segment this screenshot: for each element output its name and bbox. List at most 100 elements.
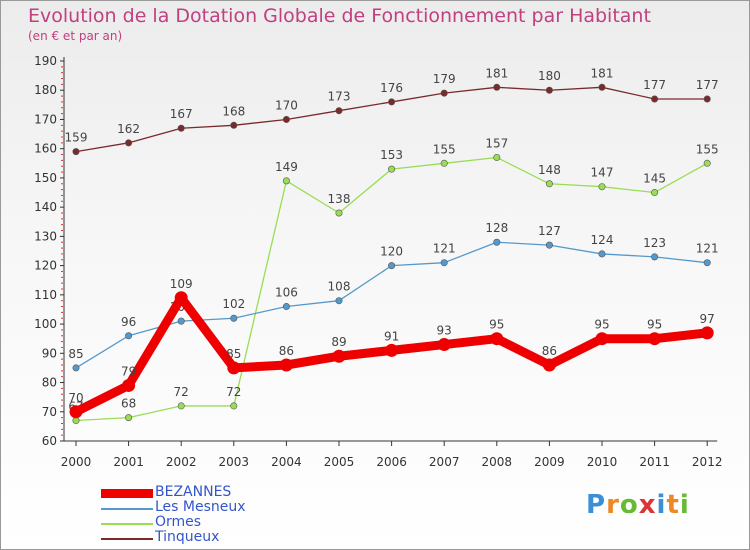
y-minor-tick	[61, 230, 63, 232]
data-point-ormes	[125, 414, 133, 422]
data-label-ormes: 68	[121, 397, 136, 411]
data-point-les-mesneux	[703, 259, 711, 267]
y-minor-tick	[61, 428, 63, 430]
data-point-les-mesneux	[545, 241, 553, 249]
data-label-tinqueux: 170	[275, 98, 298, 112]
data-point-tinqueux	[388, 98, 396, 106]
data-label-bezannes: 86	[279, 344, 294, 358]
y-minor-tick	[61, 341, 63, 343]
data-point-ormes	[177, 402, 185, 410]
x-tick-label: 2003	[219, 455, 250, 469]
data-point-bezannes	[700, 326, 714, 340]
data-point-ormes	[388, 165, 396, 173]
data-point-les-mesneux	[230, 314, 238, 322]
x-tick-label: 2008	[482, 455, 513, 469]
data-label-les-mesneux: 123	[643, 236, 666, 250]
y-minor-tick	[61, 358, 63, 360]
y-minor-tick	[61, 107, 63, 109]
chart-subtitle: (en € et par an)	[28, 29, 123, 43]
y-tick-label: 170	[34, 112, 57, 126]
data-label-ormes: 147	[591, 166, 614, 180]
y-minor-tick	[61, 200, 63, 202]
legend-label: Tinqueux	[155, 529, 220, 545]
data-label-les-mesneux: 121	[696, 242, 719, 256]
data-point-tinqueux	[493, 83, 501, 91]
data-label-les-mesneux: 85	[68, 347, 83, 361]
y-minor-tick	[61, 142, 63, 144]
data-point-tinqueux	[72, 148, 80, 156]
y-minor-tick	[61, 282, 63, 284]
data-label-bezannes: 109	[170, 277, 193, 291]
legend-swatch	[101, 508, 153, 510]
x-tick-label: 2006	[376, 455, 407, 469]
data-point-tinqueux	[177, 124, 185, 132]
data-label-tinqueux: 177	[696, 78, 719, 92]
y-minor-tick	[61, 95, 63, 97]
data-label-ormes: 72	[226, 385, 241, 399]
data-label-les-mesneux: 124	[591, 233, 614, 247]
data-point-bezannes	[69, 405, 83, 419]
data-point-tinqueux	[545, 86, 553, 94]
y-minor-tick	[61, 376, 63, 378]
y-minor-tick	[61, 224, 63, 226]
data-point-tinqueux	[335, 107, 343, 115]
data-point-les-mesneux	[125, 332, 133, 340]
x-tick-label: 2005	[324, 455, 355, 469]
data-label-bezannes: 89	[331, 335, 346, 349]
data-label-bezannes: 95	[647, 318, 662, 332]
y-tick-label: 120	[34, 259, 57, 273]
x-tick-label: 2004	[271, 455, 302, 469]
legend-label: Ormes	[155, 514, 202, 530]
x-tick-label: 2012	[692, 455, 723, 469]
data-label-ormes: 153	[380, 148, 403, 162]
data-point-tinqueux	[125, 139, 133, 147]
data-label-bezannes: 95	[489, 318, 504, 332]
y-minor-tick	[61, 276, 63, 278]
data-point-bezannes	[648, 332, 662, 346]
y-minor-tick	[61, 165, 63, 167]
y-minor-tick	[61, 329, 63, 331]
y-minor-tick	[61, 83, 63, 85]
data-point-bezannes	[437, 338, 451, 352]
y-minor-tick	[61, 399, 63, 401]
data-label-bezannes: 86	[542, 344, 557, 358]
y-minor-tick	[61, 183, 63, 185]
legend-swatch	[101, 538, 153, 540]
data-point-bezannes	[542, 358, 556, 372]
data-point-ormes	[230, 402, 238, 410]
y-minor-tick	[61, 124, 63, 126]
data-point-tinqueux	[440, 89, 448, 97]
data-point-tinqueux	[230, 121, 238, 129]
data-label-les-mesneux: 121	[433, 242, 456, 256]
proxiti-logo[interactable]: Proxiti	[586, 490, 690, 520]
y-minor-tick	[61, 405, 63, 407]
data-label-les-mesneux: 106	[275, 286, 298, 300]
y-minor-tick	[61, 393, 63, 395]
data-label-tinqueux: 167	[170, 107, 193, 121]
data-point-bezannes	[174, 291, 188, 305]
x-tick-label: 2010	[587, 455, 618, 469]
data-label-ormes: 157	[485, 136, 508, 150]
data-point-tinqueux	[703, 95, 711, 103]
data-point-les-mesneux	[493, 238, 501, 246]
y-minor-tick	[61, 189, 63, 191]
data-point-ormes	[282, 177, 290, 185]
x-tick-label: 2007	[429, 455, 460, 469]
data-point-tinqueux	[651, 95, 659, 103]
y-minor-tick	[61, 247, 63, 249]
data-label-les-mesneux: 96	[121, 315, 136, 329]
y-tick-label: 90	[42, 346, 57, 360]
y-minor-tick	[61, 72, 63, 74]
data-point-les-mesneux	[335, 297, 343, 305]
data-point-ormes	[440, 159, 448, 167]
logo-letter: P	[586, 490, 607, 520]
data-point-les-mesneux	[651, 253, 659, 261]
legend-swatch	[101, 523, 153, 525]
x-tick-label: 2009	[534, 455, 565, 469]
y-minor-tick	[61, 300, 63, 302]
y-minor-tick	[61, 311, 63, 313]
data-label-tinqueux: 180	[538, 69, 561, 83]
y-tick-label: 150	[34, 171, 57, 185]
data-point-bezannes	[332, 349, 346, 363]
data-label-tinqueux: 173	[328, 90, 351, 104]
